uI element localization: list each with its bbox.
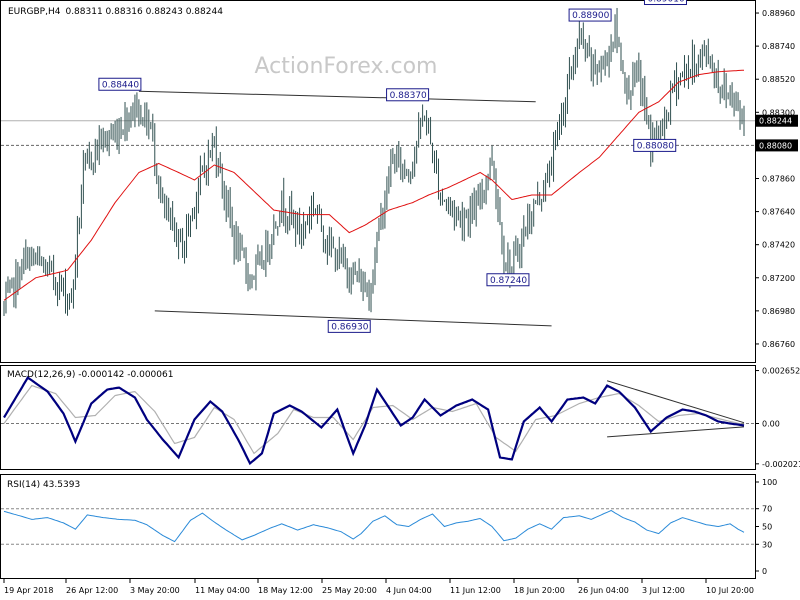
rsi-title: RSI(14) 43.5393 [7, 480, 80, 490]
time-axis-label: 26 Apr 12:00 [66, 586, 118, 595]
price-y-tick-label: 0.86980 [762, 307, 795, 316]
time-axis-label: 3 Jul 12:00 [642, 586, 685, 595]
macd-panel-frame [0, 365, 756, 470]
time-axis-label: 4 Jun 04:00 [386, 586, 432, 595]
annotation-box [568, 8, 612, 22]
macd-y-tick-label: -0.002021 [762, 460, 800, 469]
time-axis-label: 10 Jul 20:00 [706, 586, 754, 595]
time-axis-label: 19 Apr 2018 [4, 586, 53, 595]
rsi-y-tick-label: 0 [762, 567, 767, 576]
rsi-y-tick-label: 30 [762, 540, 772, 549]
price-level-tag-label-0: 0.88244 [759, 117, 792, 126]
price-y-tick-label: 0.87200 [762, 274, 795, 283]
macd-main-line [3, 376, 745, 466]
price-level-tag-1 [756, 139, 798, 152]
annotation-label: 0.88080 [637, 141, 674, 151]
ohlc-values: 0.88311 0.88316 0.88243 0.88244 [65, 7, 223, 17]
time-axis-label: 11 May 04:00 [195, 586, 250, 595]
time-axis-label: 18 Jun 20:00 [514, 586, 565, 595]
time-axis-label: 3 May 20:00 [130, 586, 180, 595]
macd-trendline-1 [607, 426, 745, 438]
moving-average-line [3, 69, 745, 301]
price-y-tick-label: 0.88960 [762, 9, 795, 18]
annotation-label: 0.88370 [390, 91, 427, 101]
chart-header: EURGBP,H4 0.88311 0.88316 0.88243 0.88244 [8, 7, 223, 17]
time-axis-label: 26 Jun 04:00 [578, 586, 629, 595]
annotation-box [643, 0, 687, 6]
macd-trendline-0 [606, 380, 745, 424]
price-y-tick-label: 0.87860 [762, 174, 795, 183]
price-panel: 0.88960 0.88740 0.88520 0.88300 0.88080 0.878… [1, 0, 798, 349]
time-axis: 19 Apr 2018 26 Apr 12:00 3 May 20:00 11 May… [3, 579, 754, 595]
annotation-label: 0.86930 [331, 322, 368, 332]
price-y-tick-label: 0.87420 [762, 241, 795, 250]
rsi-y-tick-label: 100 [762, 478, 777, 487]
symbol-label: EURGBP,H4 [8, 7, 61, 17]
price-y-tick-label: 0.88520 [762, 75, 795, 84]
annotation-label: 0.88440 [102, 80, 139, 90]
rsi-line [3, 509, 745, 543]
annotation-box [98, 77, 142, 91]
macd-y-tick-label: 0.002652 [762, 367, 800, 376]
macd-title: MACD(12,26,9) -0.000142 -0.000061 [7, 370, 173, 380]
price-level-tag-0 [756, 114, 798, 127]
rsi-panel: RSI(14) 43.5393 100 70 50 30 0 [1, 478, 777, 576]
price-y-tick-label: 0.86760 [762, 340, 795, 349]
macd-panel: MACD(12,26,9) -0.000142 -0.000061 0.00265… [1, 367, 800, 469]
price-y-tick-label: 0.88300 [762, 108, 795, 117]
price-level-tag-label-1: 0.88080 [759, 141, 792, 150]
time-axis-label: 18 May 12:00 [258, 586, 313, 595]
price-panel-frame [0, 0, 756, 363]
annotation-box [386, 88, 430, 102]
annotation-label: 0.89010 [647, 0, 684, 5]
watermark: ActionForex.com [255, 54, 438, 79]
price-trendline-1 [154, 310, 552, 327]
annotation-box [327, 319, 371, 333]
annotation-box [486, 273, 530, 287]
annotation-label: 0.88900 [572, 11, 609, 21]
rsi-y-tick-label: 70 [762, 505, 772, 514]
price-y-tick-label: 0.88740 [762, 42, 795, 51]
price-bars [3, 7, 745, 317]
annotation-label: 0.87240 [490, 276, 527, 286]
annotation-box [633, 138, 677, 152]
price-trendline-0 [138, 90, 536, 103]
price-y-tick-label: 0.87640 [762, 208, 795, 217]
time-axis-label: 11 Jun 12:00 [450, 586, 501, 595]
rsi-y-tick-label: 50 [762, 523, 772, 532]
macd-y-tick-label: 0.00 [762, 419, 780, 428]
time-axis-label: 25 May 20:00 [322, 586, 377, 595]
